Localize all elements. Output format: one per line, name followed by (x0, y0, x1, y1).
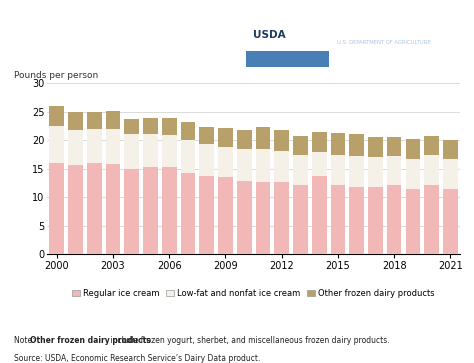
Text: include frozen yogurt, sherbet, and miscellaneous frozen dairy products.: include frozen yogurt, sherbet, and misc… (108, 336, 390, 345)
Bar (49, 126, 64, 163)
Bar (424, 136, 439, 155)
Bar (274, 130, 289, 151)
Bar (255, 127, 270, 149)
Bar (237, 130, 252, 150)
Bar (255, 182, 270, 254)
Bar (49, 163, 64, 254)
Bar (443, 159, 458, 189)
Bar (143, 118, 158, 134)
Bar (368, 137, 383, 157)
Bar (143, 167, 158, 254)
Bar (181, 122, 195, 140)
Bar (293, 185, 308, 254)
Bar (406, 159, 420, 189)
Text: Source: USDA, Economic Research Service’s Dairy Data product.: Source: USDA, Economic Research Service’… (14, 354, 261, 363)
Bar (443, 140, 458, 159)
Bar (200, 144, 214, 176)
Bar (181, 174, 195, 254)
Bar (331, 155, 345, 185)
Legend: Regular ice cream, Low-fat and nonfat ice cream, Other frozen dairy products: Regular ice cream, Low-fat and nonfat ic… (73, 289, 435, 298)
FancyBboxPatch shape (246, 51, 329, 67)
Bar (218, 178, 233, 254)
Text: products, 2000–21: products, 2000–21 (9, 51, 122, 61)
Bar (293, 136, 308, 155)
Bar (274, 151, 289, 182)
Bar (443, 189, 458, 254)
Bar (87, 163, 101, 254)
Text: Other frozen dairy products: Other frozen dairy products (30, 336, 151, 345)
Bar (424, 155, 439, 185)
Bar (125, 169, 139, 254)
Text: Note:: Note: (14, 336, 37, 345)
Bar (143, 134, 158, 167)
Bar (162, 118, 176, 135)
Bar (406, 139, 420, 159)
Text: Economic Research Service: Economic Research Service (337, 12, 466, 20)
Bar (181, 140, 195, 174)
Bar (349, 187, 364, 254)
Bar (218, 147, 233, 178)
Bar (87, 113, 101, 129)
Bar (387, 137, 401, 156)
Bar (406, 189, 420, 254)
Bar (368, 157, 383, 187)
Bar (387, 185, 401, 254)
Bar (68, 130, 83, 165)
Bar (49, 106, 64, 126)
Bar (349, 156, 364, 187)
Bar (162, 167, 176, 254)
Text: Pounds per person: Pounds per person (14, 71, 99, 80)
Bar (237, 181, 252, 254)
Bar (349, 134, 364, 156)
Bar (200, 127, 214, 144)
Bar (68, 112, 83, 130)
Bar (255, 149, 270, 182)
FancyBboxPatch shape (246, 6, 329, 67)
Bar (331, 133, 345, 155)
Bar (368, 187, 383, 254)
Bar (106, 129, 120, 164)
Bar (162, 135, 176, 167)
Bar (312, 132, 327, 152)
Bar (274, 182, 289, 254)
Bar (218, 129, 233, 147)
Bar (106, 164, 120, 254)
Bar (87, 129, 101, 163)
Bar (312, 152, 327, 176)
Bar (125, 134, 139, 169)
Bar (331, 185, 345, 254)
Bar (237, 150, 252, 181)
Text: U.S. DEPARTMENT OF AGRICULTURE: U.S. DEPARTMENT OF AGRICULTURE (337, 40, 430, 45)
Bar (312, 176, 327, 254)
Bar (125, 119, 139, 134)
Bar (200, 176, 214, 254)
Bar (68, 165, 83, 254)
Bar (387, 156, 401, 185)
Bar (106, 111, 120, 129)
Text: USDA: USDA (253, 30, 285, 40)
Text: U.S. per capita consumption of frozen dairy: U.S. per capita consumption of frozen da… (9, 20, 277, 30)
Bar (293, 155, 308, 185)
Bar (424, 185, 439, 254)
